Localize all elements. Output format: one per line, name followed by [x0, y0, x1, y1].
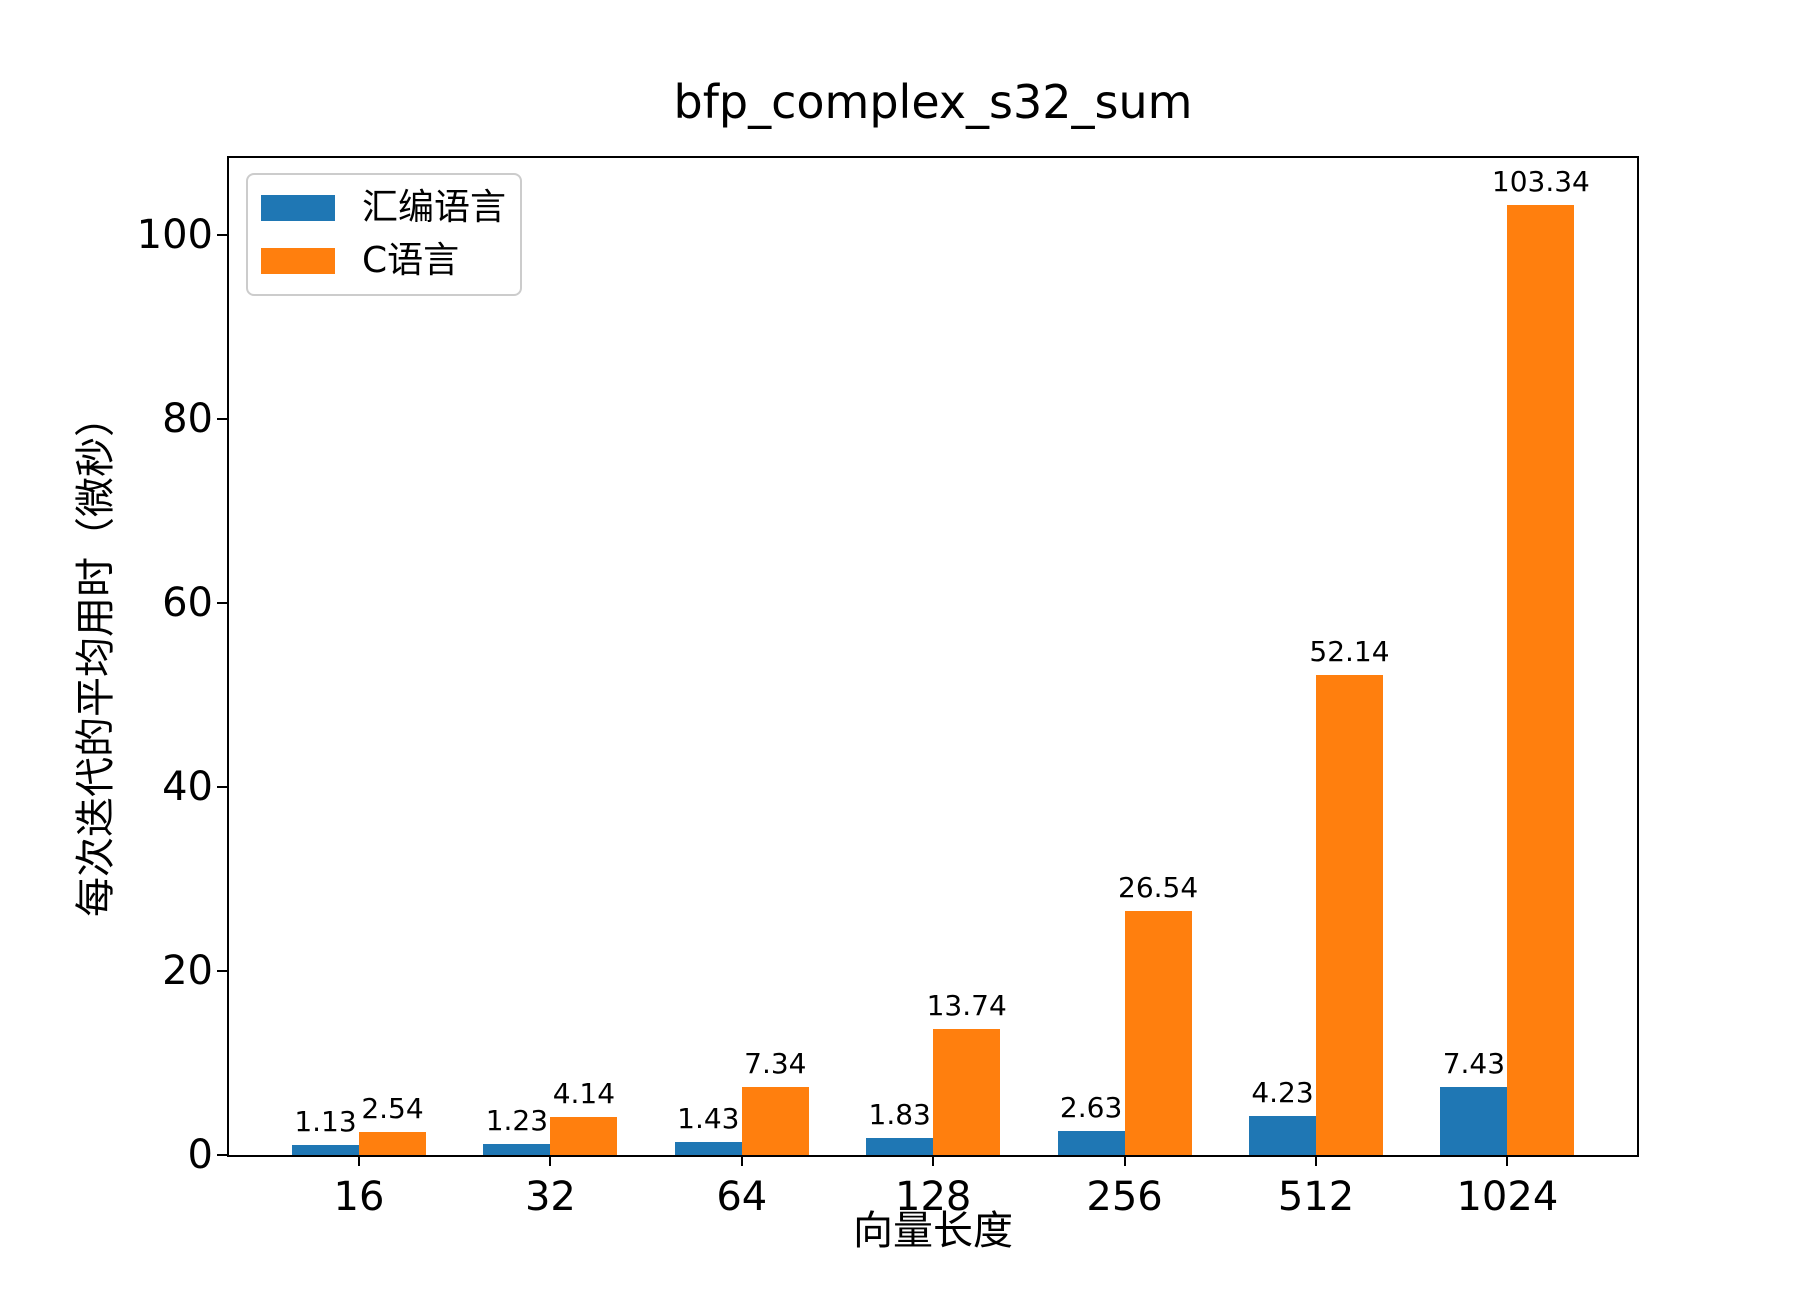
y-tick-label: 40 [162, 764, 213, 811]
x-tick-mark [1506, 1157, 1509, 1166]
y-axis-label: 每次迭代的平均用时（微秒） [73, 397, 119, 917]
y-tick-label: 100 [136, 212, 213, 259]
bar-assembly [292, 1145, 359, 1155]
plot-area [227, 156, 1639, 1157]
bar-value-label: 103.34 [1491, 165, 1590, 198]
x-tick-label: 128 [895, 1174, 972, 1220]
x-tick-label: 512 [1277, 1174, 1355, 1220]
bar-assembly [1249, 1116, 1316, 1155]
y-tick-mark [217, 418, 227, 421]
x-tick-label: 256 [1086, 1174, 1163, 1220]
bar-value-label: 26.54 [1118, 871, 1199, 904]
x-tick-mark [740, 1157, 743, 1166]
y-tick-mark [217, 1154, 227, 1156]
bar-value-label: 13.74 [926, 989, 1007, 1022]
bar-value-label: 1.43 [677, 1102, 740, 1135]
x-tick-label: 1024 [1456, 1174, 1559, 1220]
bar-assembly [1440, 1087, 1508, 1155]
bar-assembly [866, 1138, 934, 1155]
bar-value-label: 52.14 [1309, 635, 1390, 668]
x-tick-mark [1315, 1157, 1317, 1166]
x-tick-label: 64 [716, 1174, 768, 1220]
bar-value-label: 4.14 [552, 1077, 616, 1110]
bar-c [933, 1029, 1001, 1155]
y-tick-label: 0 [187, 1132, 213, 1178]
y-tick-mark [217, 234, 227, 237]
bar-value-label: 2.54 [361, 1092, 424, 1125]
bar-value-label: 7.34 [744, 1047, 807, 1080]
x-tick-label: 32 [524, 1174, 576, 1220]
x-tick-mark [932, 1157, 935, 1166]
legend-swatch-c [261, 248, 335, 275]
bar-value-label: 1.23 [485, 1104, 549, 1137]
bar-c [550, 1117, 618, 1155]
x-axis-label: 向量长度 [853, 1208, 1013, 1254]
bar-value-label: 1.13 [294, 1105, 357, 1138]
x-tick-mark [1123, 1157, 1126, 1166]
bar-c [1124, 911, 1192, 1155]
bar-assembly [1057, 1131, 1125, 1155]
y-tick-mark [217, 786, 227, 789]
legend-swatch-assembly [261, 194, 335, 221]
bar-value-label: 7.43 [1442, 1047, 1506, 1080]
bar-c [741, 1087, 809, 1155]
y-tick-mark [217, 970, 227, 973]
bar-value-label: 1.83 [868, 1098, 931, 1131]
legend-label-c: C语言 [362, 240, 460, 282]
y-tick-label: 20 [162, 948, 213, 995]
legend-item-c: C语言 [248, 241, 520, 281]
chart-title: bfp_complex_s32_sum [673, 75, 1193, 129]
bar-assembly [483, 1144, 551, 1155]
y-tick-mark [217, 602, 227, 605]
bar-value-label: 2.63 [1059, 1091, 1123, 1124]
bar-value-label: 4.23 [1251, 1076, 1314, 1109]
x-tick-mark [549, 1157, 552, 1166]
y-tick-label: 60 [162, 580, 213, 627]
bar-c [359, 1132, 426, 1155]
bar-assembly [674, 1142, 742, 1155]
legend-item-assembly: 汇编语言 [248, 186, 520, 228]
legend: 汇编语言 C语言 [246, 173, 522, 296]
x-tick-label: 16 [333, 1174, 385, 1220]
legend-label-assembly: 汇编语言 [362, 186, 507, 228]
y-tick-label: 80 [162, 396, 213, 443]
bar-c [1507, 205, 1575, 1155]
x-tick-mark [358, 1157, 360, 1166]
bar-c [1316, 675, 1383, 1155]
